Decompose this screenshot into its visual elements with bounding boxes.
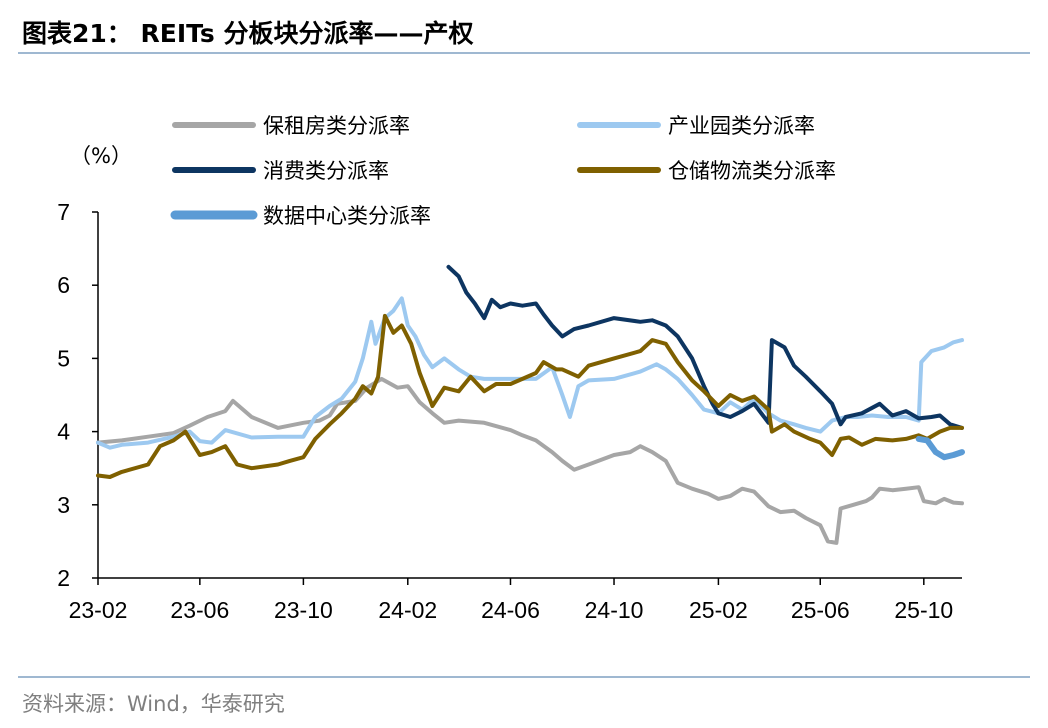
y-tick-label: 2 xyxy=(57,565,70,591)
x-tick-label: 24-02 xyxy=(378,597,437,623)
x-tick-label: 24-06 xyxy=(481,597,540,623)
y-tick-label: 7 xyxy=(57,199,70,225)
plot-area xyxy=(96,264,965,545)
y-axis: 2 3 4 5 6 7 xyxy=(57,199,99,591)
title-divider xyxy=(18,52,1030,54)
series-line-2 xyxy=(96,296,964,450)
x-tick-label: 25-06 xyxy=(791,597,850,623)
legend-label: 消费类分派率 xyxy=(263,159,389,183)
source-divider xyxy=(18,676,1030,678)
legend-label: 数据中心类分派率 xyxy=(263,204,431,228)
x-tick-label: 23-02 xyxy=(69,597,128,623)
legend-label: 仓储物流类分派率 xyxy=(668,159,836,183)
y-tick-label: 3 xyxy=(57,492,70,518)
x-tick-label: 24-10 xyxy=(585,597,644,623)
source-note: 资料来源：Wind，华泰研究 xyxy=(22,692,285,716)
series-line-5 xyxy=(915,435,965,461)
x-tick-label: 25-10 xyxy=(894,597,953,623)
legend-label: 产业园类分派率 xyxy=(668,114,815,138)
series-line-3 xyxy=(446,264,964,430)
legend-label: 保租房类分派率 xyxy=(263,114,410,138)
x-axis: 23-02 23-06 23-10 24-02 24-06 24-10 25-02 25-06… xyxy=(69,577,962,623)
x-tick-label: 23-06 xyxy=(170,597,229,623)
chart-title: 图表21： REITs 分板块分派率——产权 xyxy=(22,19,474,48)
series-line-4 xyxy=(96,313,964,479)
x-tick-label: 25-02 xyxy=(689,597,748,623)
y-tick-label: 5 xyxy=(57,345,70,371)
y-tick-label: 4 xyxy=(57,419,70,445)
y-tick-label: 6 xyxy=(57,272,70,298)
x-tick-label: 23-10 xyxy=(274,597,333,623)
y-axis-unit: （%） xyxy=(70,144,132,168)
series-line-1 xyxy=(96,376,964,545)
